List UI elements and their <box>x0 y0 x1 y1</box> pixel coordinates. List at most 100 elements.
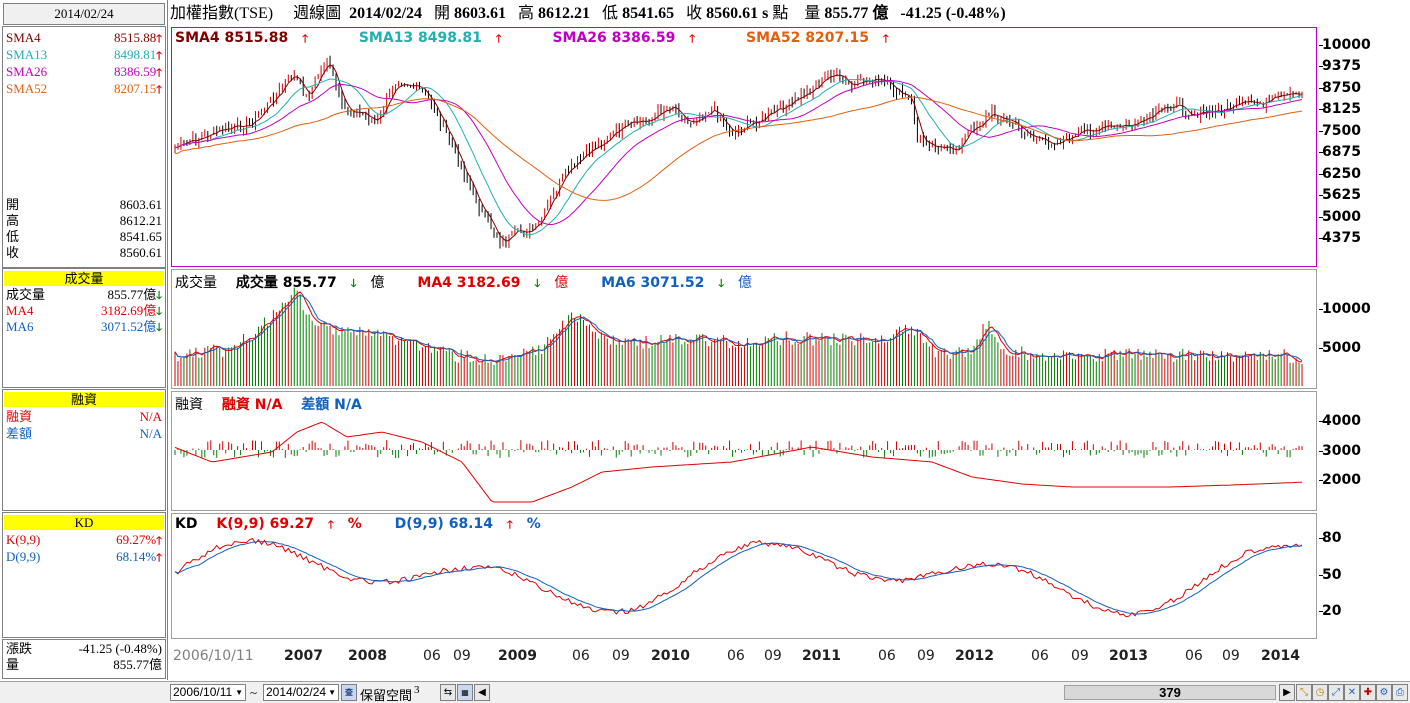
scroll-left-button[interactable]: ◀ <box>474 684 490 701</box>
print-icon[interactable]: ⎙ <box>1392 684 1408 701</box>
time-axis-label: 06 <box>1185 648 1203 664</box>
time-axis-label: 06 <box>878 648 896 664</box>
axis-label: 7500 <box>1322 123 1361 139</box>
compress-icon[interactable]: ⇆ <box>440 684 456 701</box>
sma4-line <box>174 64 1303 242</box>
axis-label: 4375 <box>1322 230 1361 246</box>
query-icon[interactable]: 查 <box>341 684 357 701</box>
axis-tick <box>1319 45 1323 46</box>
axis-label: 8125 <box>1322 101 1361 117</box>
axis-tick <box>1319 538 1323 539</box>
dropdown-icon: ▼ <box>235 688 243 697</box>
arrow-up-icon: 🡑 <box>156 83 162 96</box>
settings-icon[interactable]: ⚙ <box>1376 684 1392 701</box>
info-high: 高 8612.21 <box>6 213 162 228</box>
axis-label: 9375 <box>1322 58 1361 74</box>
time-axis-label: 2012 <box>955 648 994 664</box>
expand-icon[interactable]: ✕ <box>1344 684 1360 701</box>
header-close: 8560.61 s <box>706 5 769 22</box>
volume-chart[interactable]: 成交量 成交量 855.77 🡓 億 MA4 3182.69 🡓 億 MA6 3071.… <box>171 269 1317 389</box>
calendar-icon[interactable]: ◷ <box>1312 684 1328 701</box>
zoom-out-icon[interactable]: ⤢ <box>1328 684 1344 701</box>
axis-tick <box>1319 174 1323 175</box>
header-open: 8603.61 <box>454 5 507 22</box>
kd-info-box <box>2 512 166 638</box>
start-date-select[interactable]: 2006/10/11 ▼ <box>170 684 246 701</box>
axis-label: 10000 <box>1322 37 1371 53</box>
axis-tick <box>1319 217 1323 218</box>
sma13-line <box>174 78 1303 236</box>
header-date: 2014/02/24 <box>349 5 423 22</box>
info-margin-diff: 差額 N/A <box>6 426 162 441</box>
scroll-position[interactable]: 379 <box>1064 685 1276 700</box>
volume-bars-plot <box>174 287 1303 386</box>
header-low: 8541.65 <box>622 5 675 22</box>
kd-chart[interactable]: KD K(9,9) 69.27 🡑% D(9,9) 68.14 🡑% <box>171 513 1317 639</box>
kd-legend: KD K(9,9) 69.27 🡑% D(9,9) 68.14 🡑% <box>175 516 541 532</box>
arrow-down-icon: 🡓 <box>156 321 162 334</box>
info-sma26: SMA26 8386.59🡑 <box>6 64 162 79</box>
axis-tick <box>1319 480 1323 481</box>
scroll-right-button[interactable]: ▶ <box>1279 684 1295 701</box>
axis-tick <box>1319 421 1323 422</box>
axis-tick <box>1319 66 1323 67</box>
time-axis-label: 06 <box>1031 648 1049 664</box>
time-axis-label: 2013 <box>1109 648 1148 664</box>
info-sma4: SMA4 8515.88🡑 <box>6 30 162 45</box>
arrow-up-icon: 🡑 <box>156 551 162 564</box>
info-change: 漲跌 -41.25 (-0.48%) <box>6 641 162 656</box>
time-axis-label: 2006/10/11 <box>173 648 254 664</box>
axis-tick <box>1319 109 1323 110</box>
d-line <box>174 540 1303 615</box>
margin-title-bar: 融資 <box>4 392 164 407</box>
time-axis-label: 06 <box>572 648 590 664</box>
kd-axis: 80 50 20 <box>1319 513 1409 639</box>
legend-sma26: SMA26 8386.59 🡑 <box>552 30 696 46</box>
reserve-label: 保留空間 <box>360 688 413 703</box>
margin-chart[interactable]: 融資 融資 N/A 差額 N/A <box>171 391 1317 511</box>
arrow-down-icon: 🡓 <box>156 289 162 302</box>
time-axis-label: 2008 <box>348 648 387 664</box>
axis-tick <box>1319 238 1323 239</box>
end-date-select[interactable]: 2014/02/24 ▼ <box>263 684 339 701</box>
arrow-up-icon: 🡑 <box>156 32 162 45</box>
axis-tick <box>1319 451 1323 452</box>
volume-axis: 10000 5000 <box>1319 269 1409 389</box>
zoom-in-icon[interactable]: ⤡ <box>1296 684 1312 701</box>
arrow-up-icon: 🡑 <box>156 66 162 79</box>
reserve-value[interactable]: 3 <box>414 684 420 696</box>
header-title: 加權指數(TSE) <box>170 5 274 22</box>
axis-tick <box>1319 131 1323 132</box>
price-chart[interactable]: SMA4 8515.88 🡑 SMA13 8498.81 🡑 SMA26 8386.… <box>171 27 1317 267</box>
time-axis-label: 09 <box>453 648 471 664</box>
table-icon[interactable]: ▦ <box>457 684 473 701</box>
info-sma52: SMA52 8207.15🡑 <box>6 81 162 96</box>
info-margin: 融資 N/A <box>6 409 162 424</box>
margin-info-box <box>2 389 166 511</box>
info-low: 低 8541.65 <box>6 229 162 244</box>
time-axis-label: 09 <box>1222 648 1240 664</box>
sma26-line <box>174 79 1303 226</box>
info-vol-ma4: MA4 3182.69億🡓 <box>6 303 162 318</box>
volume-title-bar: 成交量 <box>4 271 164 286</box>
header-high: 8612.21 <box>538 5 591 22</box>
axis-label: 5000 <box>1322 340 1361 356</box>
info-sma13: SMA13 8498.81🡑 <box>6 47 162 62</box>
axis-label: 3000 <box>1322 443 1361 459</box>
bottom-toolbar: 2006/10/11 ▼ ~ 2014/02/24 ▼ 查 保留空間 3 ⇆ ▦ ◀… <box>0 681 1410 703</box>
margin-axis: 4000 3000 2000 <box>1319 391 1409 511</box>
info-volume: 成交量 855.77億🡓 <box>6 287 162 302</box>
axis-tick <box>1319 195 1323 196</box>
axis-label: 2000 <box>1322 472 1361 488</box>
crosshair-icon[interactable]: ✚ <box>1360 684 1376 701</box>
change-info-box <box>2 639 166 679</box>
legend-sma13: SMA13 8498.81 🡑 <box>358 30 502 46</box>
axis-label: 5000 <box>1322 209 1361 225</box>
volume-info-box <box>2 268 166 388</box>
kd-plot <box>174 537 1303 618</box>
time-axis-label: 09 <box>612 648 630 664</box>
info-vol-ma6: MA6 3071.52億🡓 <box>6 319 162 334</box>
axis-tick <box>1319 348 1323 349</box>
axis-label: 50 <box>1322 567 1342 583</box>
kd-title-bar: KD <box>4 515 164 530</box>
